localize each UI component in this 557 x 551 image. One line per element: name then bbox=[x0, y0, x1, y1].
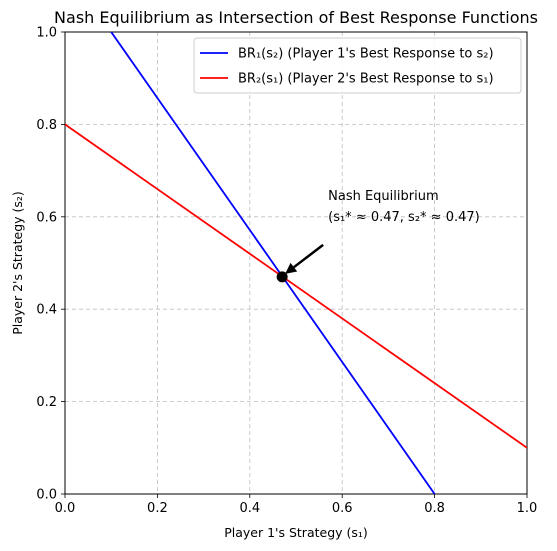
y-tick-label: 0.6 bbox=[36, 210, 57, 225]
series-line-1 bbox=[110, 32, 436, 494]
grid-lines bbox=[64, 31, 528, 495]
legend-label-1: BR₁(s₂) (Player 1's Best Response to s₂) bbox=[238, 47, 494, 62]
y-axis-label: Player 2's Strategy (s₂) bbox=[10, 191, 25, 335]
x-tick-label: 0.2 bbox=[147, 501, 168, 516]
annotation-arrowhead bbox=[285, 262, 298, 274]
x-tick-label: 0.6 bbox=[332, 501, 353, 516]
x-tick-label: 0.8 bbox=[424, 501, 445, 516]
series-lines bbox=[65, 32, 527, 494]
y-tick-label: 0.4 bbox=[36, 303, 57, 318]
legend-label-2: BR₂(s₁) (Player 2's Best Response to s₁) bbox=[238, 72, 494, 87]
x-tick-label: 0.4 bbox=[239, 501, 260, 516]
x-tick-label: 1.0 bbox=[517, 501, 538, 516]
annotation-label-values: (s₁* ≈ 0.47, s₂* ≈ 0.47) bbox=[328, 210, 480, 225]
y-tick-label: 0.0 bbox=[36, 488, 57, 503]
annotation-label-title: Nash Equilibrium bbox=[328, 189, 439, 204]
y-tick-label: 1.0 bbox=[36, 26, 57, 41]
annotation-arrow bbox=[293, 243, 324, 269]
plot-area-frame bbox=[64, 31, 528, 495]
x-tick-label: 0.0 bbox=[55, 501, 76, 516]
series-line-2 bbox=[65, 123, 527, 449]
y-tick-label: 0.8 bbox=[36, 118, 57, 133]
x-axis-ticks: 0.0 0.2 0.4 0.6 0.8 1.0 bbox=[55, 494, 538, 516]
nash-equilibrium-point bbox=[276, 271, 288, 283]
y-tick-label: 0.2 bbox=[36, 395, 57, 410]
equilibrium-annotation: Nash Equilibrium (s₁* ≈ 0.47, s₂* ≈ 0.47… bbox=[285, 189, 480, 274]
legend: BR₁(s₂) (Player 1's Best Response to s₂)… bbox=[193, 37, 522, 94]
legend-box bbox=[193, 37, 522, 94]
y-axis-ticks: 0.0 0.2 0.4 0.6 0.8 1.0 bbox=[36, 26, 65, 503]
chart-title: Nash Equilibrium as Intersection of Best… bbox=[54, 8, 538, 27]
x-axis-label: Player 1's Strategy (s₁) bbox=[224, 525, 368, 540]
